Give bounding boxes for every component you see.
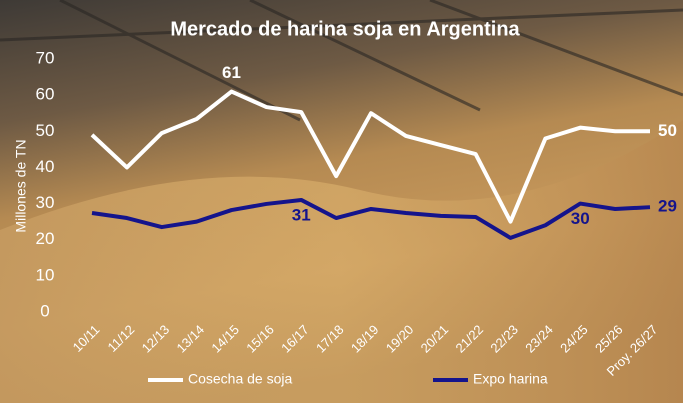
data-label: 50 <box>658 121 677 140</box>
y-tick-label: 0 <box>40 301 49 320</box>
data-label: 29 <box>658 197 677 216</box>
legend-label: Expo harina <box>473 371 548 387</box>
y-tick-label: 60 <box>36 85 55 104</box>
data-label: 30 <box>571 209 590 228</box>
chart-title: Mercado de harina soja en Argentina <box>170 18 520 40</box>
legend-label: Cosecha de soja <box>188 371 293 387</box>
series-line <box>90 89 650 224</box>
y-tick-label: 70 <box>36 48 55 67</box>
y-tick-label: 30 <box>36 193 55 212</box>
y-tick-label: 20 <box>36 229 55 248</box>
y-tick-label: 40 <box>36 157 55 176</box>
series-line <box>91 197 651 240</box>
grain-pile <box>0 120 683 403</box>
y-tick-label: 50 <box>36 121 55 140</box>
data-label: 61 <box>222 63 241 82</box>
data-label: 31 <box>292 205 311 224</box>
y-axis-label: Millones de TN <box>13 139 29 232</box>
roof-beams <box>0 0 683 122</box>
y-tick-label: 10 <box>36 265 55 284</box>
